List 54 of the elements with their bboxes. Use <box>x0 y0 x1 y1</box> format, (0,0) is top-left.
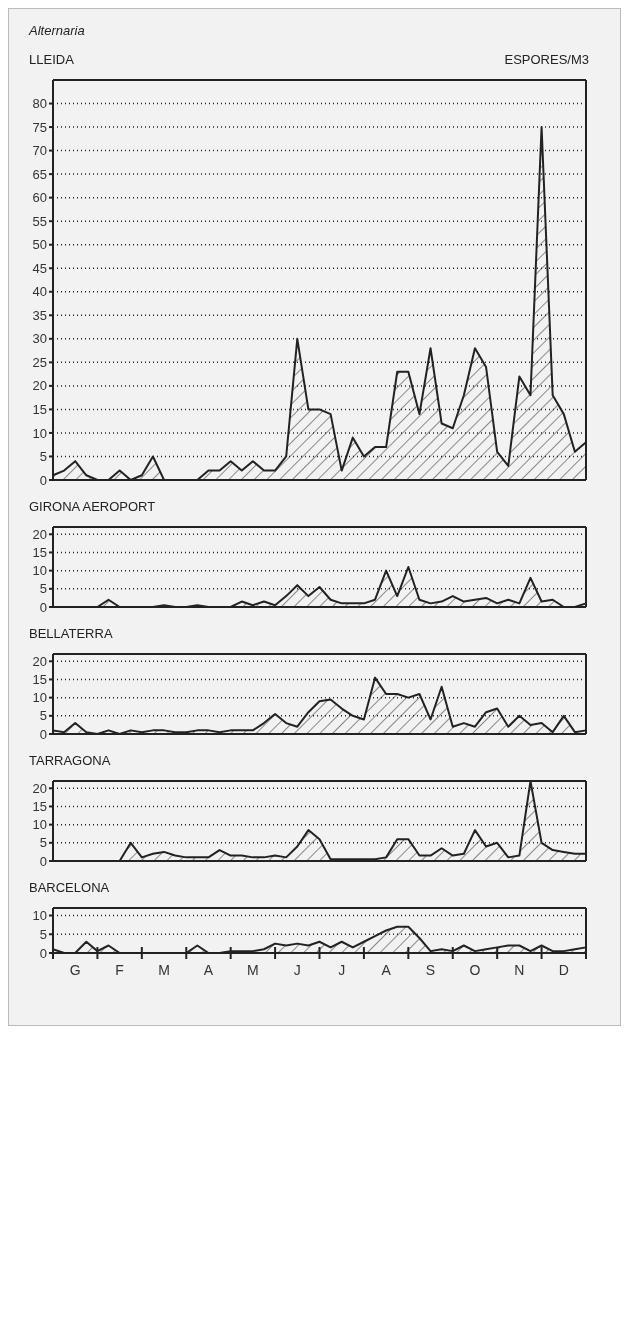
y-tick-label: 20 <box>32 780 47 796</box>
y-tick-label: 0 <box>39 726 47 742</box>
y-tick-label: 10 <box>32 425 47 441</box>
x-tick-label: F <box>115 962 124 978</box>
x-tick-label: A <box>381 962 392 978</box>
x-tick-label: M <box>158 962 170 978</box>
y-tick-label: 0 <box>39 945 47 961</box>
chart-title: BELLATERRA <box>29 626 113 641</box>
y-tick-label: 5 <box>39 835 47 851</box>
y-tick-label: 5 <box>39 926 47 942</box>
y-tick-label: 45 <box>32 260 47 276</box>
x-tick-label: J <box>338 962 346 978</box>
y-tick-label: 10 <box>32 690 47 706</box>
y-tick-label: 25 <box>32 354 47 370</box>
y-tick-label: 20 <box>32 378 47 394</box>
y-tick-label: 15 <box>32 545 47 561</box>
x-tick-label: D <box>558 962 569 978</box>
y-tick-label: 5 <box>39 581 47 597</box>
y-tick-label: 60 <box>32 190 47 206</box>
y-tick-label: 5 <box>39 708 47 724</box>
y-tick-label: 30 <box>32 331 47 347</box>
y-tick-label: 70 <box>32 143 47 159</box>
y-tick-label: 20 <box>32 526 47 542</box>
chart-title: BARCELONA <box>29 880 110 895</box>
text: Alternaria <box>29 23 86 38</box>
y-axis-title: ESPORES/M3 <box>504 52 589 67</box>
y-tick-label: 75 <box>32 119 47 135</box>
y-tick-label: 0 <box>39 599 47 615</box>
x-tick-label: N <box>514 962 525 978</box>
x-tick-label: S <box>425 962 436 978</box>
y-tick-label: 80 <box>32 96 47 112</box>
x-tick-label: M <box>247 962 259 978</box>
y-tick-label: 10 <box>32 908 47 924</box>
chart-title: TARRAGONA <box>29 753 111 768</box>
y-tick-label: 15 <box>32 672 47 688</box>
y-tick-label: 5 <box>39 449 47 465</box>
y-tick-label: 15 <box>32 402 47 418</box>
y-tick-label: 10 <box>32 563 47 579</box>
y-tick-label: 50 <box>32 237 47 253</box>
y-tick-label: 35 <box>32 307 47 323</box>
y-tick-label: 40 <box>32 284 47 300</box>
y-tick-label: 55 <box>32 213 47 229</box>
chart-title: GIRONA AEROPORT <box>29 499 156 514</box>
x-tick-label: J <box>293 962 301 978</box>
y-tick-label: 10 <box>32 817 47 833</box>
x-tick-label: A <box>203 962 214 978</box>
y-tick-label: 15 <box>32 799 47 815</box>
y-tick-label: 0 <box>39 472 47 488</box>
y-tick-label: 65 <box>32 166 47 182</box>
x-tick-label: G <box>69 962 81 978</box>
chart-title: LLEIDA <box>29 52 74 67</box>
y-tick-label: 0 <box>39 853 47 869</box>
y-tick-label: 20 <box>32 653 47 669</box>
x-tick-label: O <box>469 962 481 978</box>
